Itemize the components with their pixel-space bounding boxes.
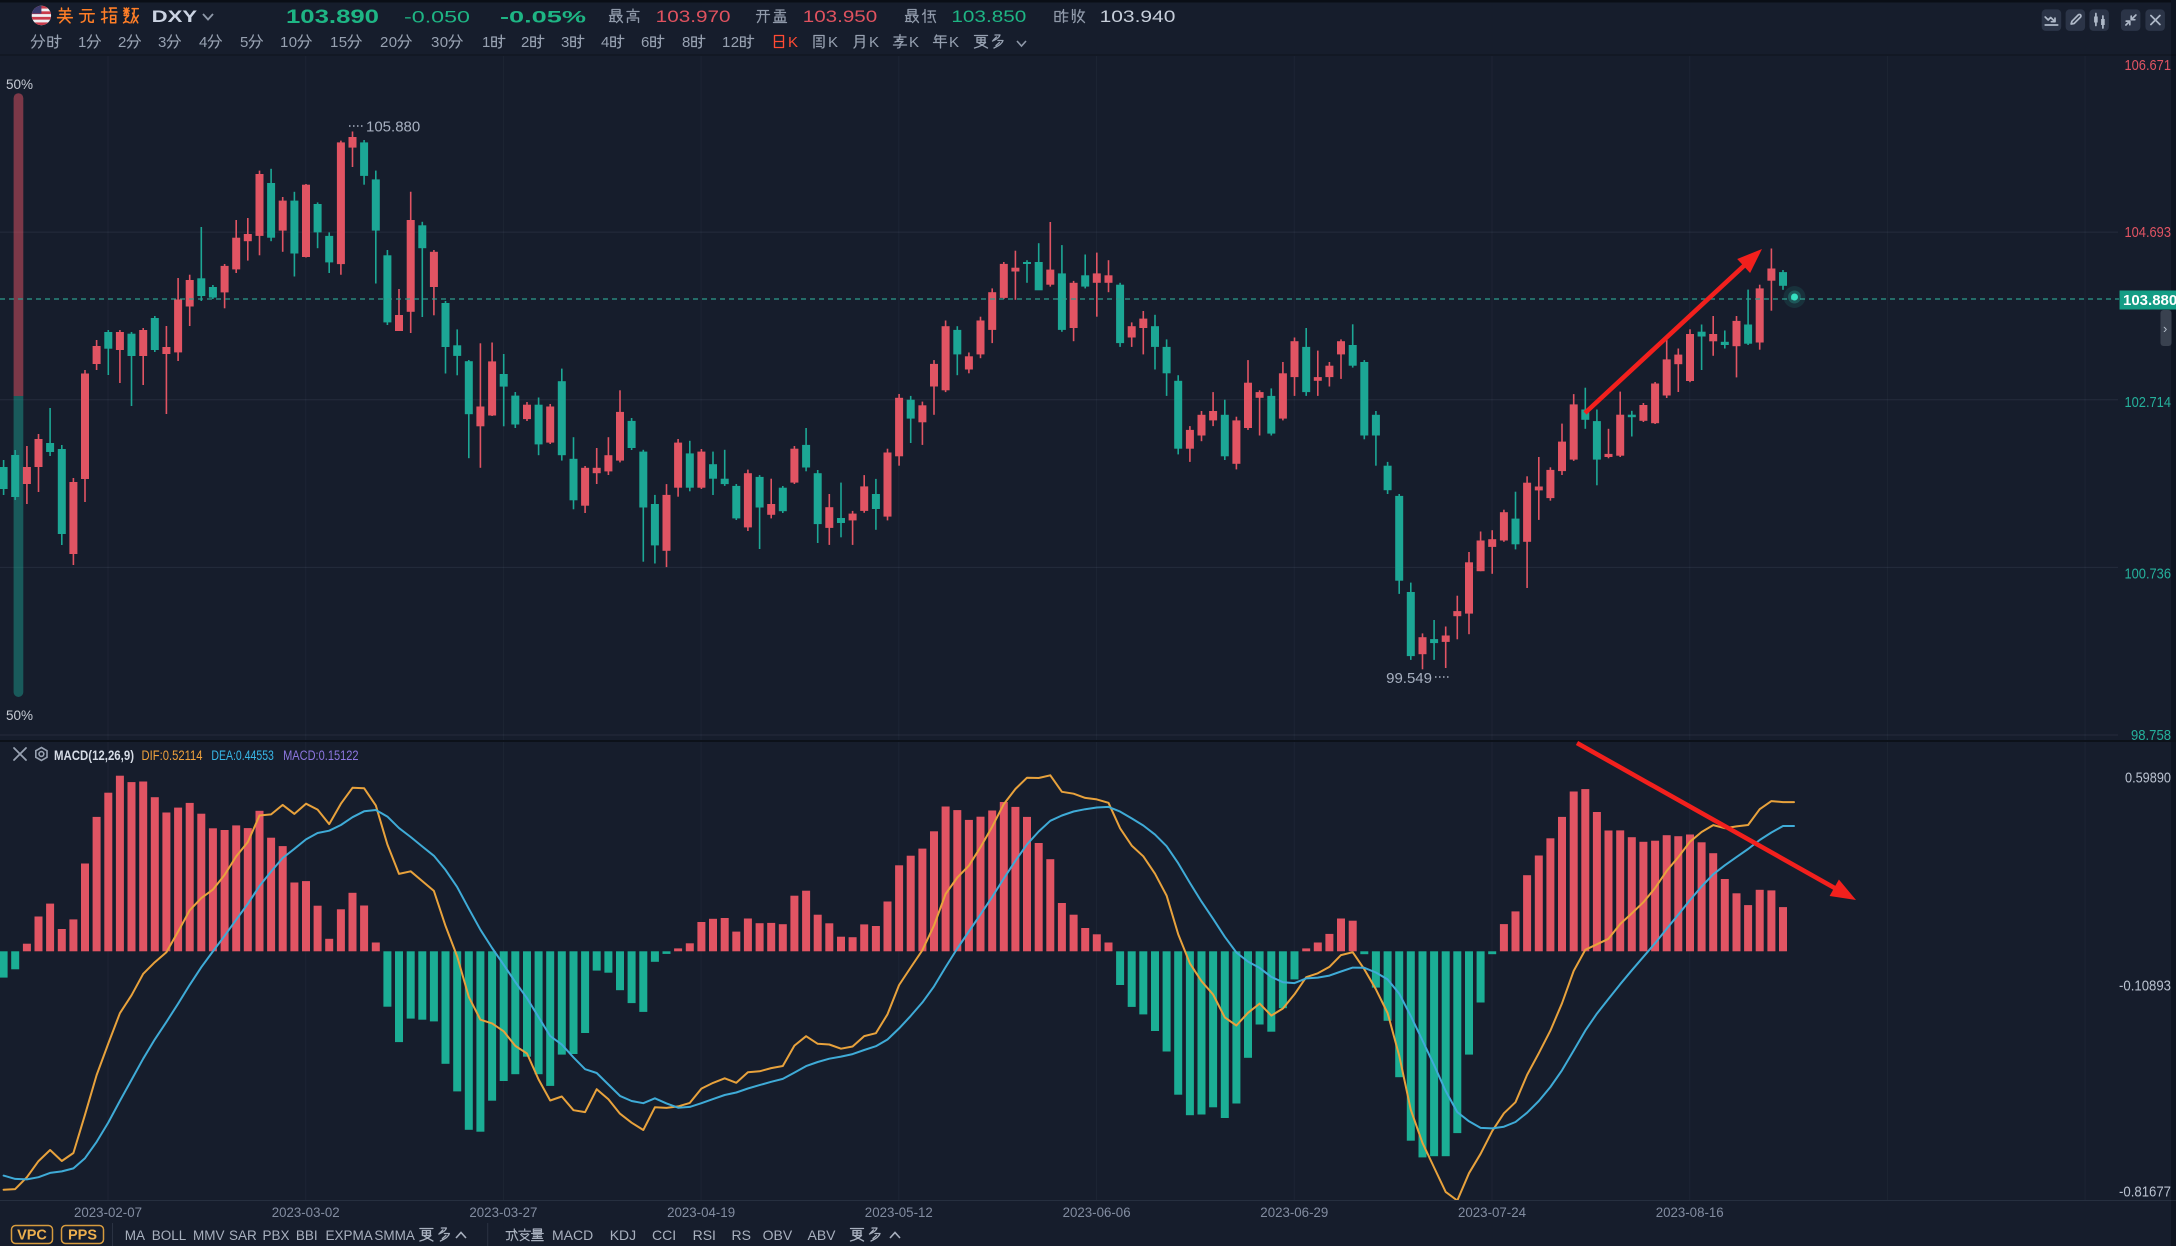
svg-text:0: 0 — [440, 34, 448, 51]
svg-text:2: 2 — [521, 34, 529, 51]
svg-text:2: 2 — [731, 34, 739, 51]
svg-text:5: 5 — [240, 34, 248, 51]
svg-text:OBV: OBV — [763, 1227, 793, 1243]
svg-text:›: › — [2163, 321, 2167, 336]
svg-text:103.850: 103.850 — [951, 8, 1026, 26]
svg-text:104.693: 104.693 — [2125, 224, 2172, 241]
svg-text:2023-05-12: 2023-05-12 — [865, 1204, 933, 1220]
svg-text:105.880: 105.880 — [366, 119, 420, 136]
svg-text:3: 3 — [158, 34, 166, 51]
svg-text:MACD:0.15122: MACD:0.15122 — [283, 748, 358, 763]
svg-text:8: 8 — [682, 34, 690, 51]
svg-text:0: 0 — [289, 34, 297, 51]
svg-text:0: 0 — [389, 34, 397, 51]
svg-text:50%: 50% — [6, 708, 33, 723]
svg-text:4: 4 — [199, 34, 207, 51]
svg-text:106.671: 106.671 — [2125, 57, 2172, 74]
svg-text:1: 1 — [722, 34, 730, 51]
svg-text:MACD(12,26,9): MACD(12,26,9) — [54, 748, 134, 763]
svg-text:ABV: ABV — [808, 1227, 837, 1243]
svg-text:2023-07-24: 2023-07-24 — [1458, 1204, 1526, 1220]
svg-text:2: 2 — [118, 34, 126, 51]
svg-text:K: K — [949, 34, 959, 51]
svg-text:RS: RS — [732, 1227, 751, 1243]
svg-text:-0.05%: -0.05% — [500, 8, 586, 27]
svg-text:2023-06-06: 2023-06-06 — [1063, 1204, 1131, 1220]
svg-text:BOLL: BOLL — [152, 1228, 187, 1243]
svg-text:KDJ: KDJ — [610, 1227, 636, 1243]
svg-text:MMV: MMV — [193, 1228, 225, 1243]
svg-text:VPC: VPC — [17, 1228, 47, 1244]
svg-text:2023-04-19: 2023-04-19 — [667, 1204, 735, 1220]
svg-text:1: 1 — [482, 34, 490, 51]
svg-text:50%: 50% — [6, 77, 33, 92]
svg-text:MACD: MACD — [552, 1227, 593, 1243]
svg-text:0.59890: 0.59890 — [2125, 769, 2171, 786]
svg-text:103.880: 103.880 — [2123, 292, 2176, 309]
svg-text:PPS: PPS — [68, 1228, 97, 1244]
svg-text:K: K — [788, 34, 798, 51]
svg-text:1: 1 — [78, 34, 86, 51]
svg-text:103.950: 103.950 — [803, 8, 877, 26]
svg-text:2023-03-02: 2023-03-02 — [272, 1204, 340, 1220]
svg-text:6: 6 — [641, 34, 649, 51]
svg-text:DIF:0.52114: DIF:0.52114 — [142, 748, 203, 763]
svg-text:-0.81677: -0.81677 — [2119, 1184, 2171, 1201]
svg-text:103.940: 103.940 — [1100, 8, 1176, 26]
svg-text:BBI: BBI — [296, 1228, 318, 1243]
svg-text:-0.10893: -0.10893 — [2119, 977, 2171, 994]
svg-text:-0.050: -0.050 — [404, 8, 470, 27]
svg-text:98.758: 98.758 — [2131, 727, 2171, 744]
svg-text:SMMA: SMMA — [374, 1228, 415, 1243]
svg-text:DEA:0.44553: DEA:0.44553 — [211, 748, 274, 763]
svg-text:4: 4 — [601, 34, 609, 51]
svg-text:K: K — [828, 34, 838, 51]
svg-text:CCI: CCI — [652, 1227, 676, 1243]
svg-text:RSI: RSI — [693, 1227, 716, 1243]
svg-text:2: 2 — [380, 34, 388, 51]
svg-text:99.549: 99.549 — [1386, 670, 1432, 687]
svg-text:SAR: SAR — [229, 1228, 257, 1243]
svg-text:2023-06-29: 2023-06-29 — [1260, 1204, 1328, 1220]
svg-text:DXY: DXY — [152, 7, 198, 26]
svg-text:100.736: 100.736 — [2125, 566, 2172, 583]
svg-text:3: 3 — [431, 34, 439, 51]
svg-text:MA: MA — [125, 1228, 145, 1243]
svg-text:3: 3 — [561, 34, 569, 51]
svg-text:5: 5 — [339, 34, 347, 51]
svg-text:2023-03-27: 2023-03-27 — [469, 1204, 537, 1220]
svg-text:2023-08-16: 2023-08-16 — [1656, 1204, 1724, 1220]
svg-text:103.970: 103.970 — [656, 8, 731, 26]
svg-text:K: K — [869, 34, 879, 51]
svg-text:PBX: PBX — [263, 1228, 290, 1243]
svg-text:1: 1 — [330, 34, 338, 51]
svg-text:K: K — [909, 34, 919, 51]
svg-text:102.714: 102.714 — [2125, 394, 2172, 411]
svg-text:2023-02-07: 2023-02-07 — [74, 1204, 142, 1220]
svg-text:103.890: 103.890 — [286, 7, 379, 28]
svg-text:EXPMA: EXPMA — [326, 1228, 373, 1243]
svg-text:1: 1 — [280, 34, 288, 51]
